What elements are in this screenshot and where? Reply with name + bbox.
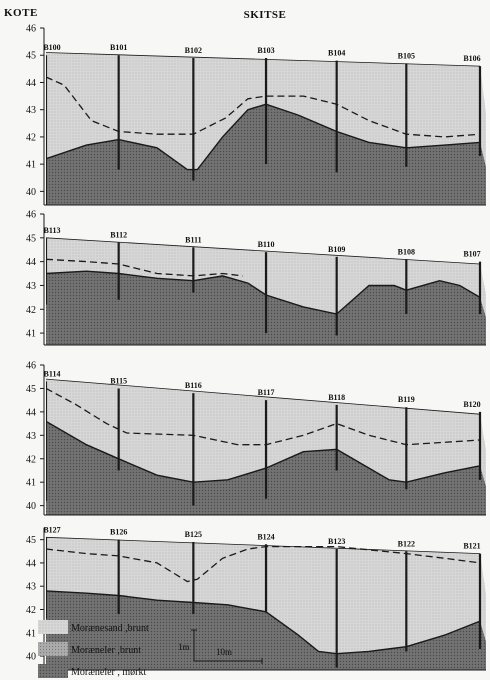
section-panel-3: 46 45 44 43 42 41 40 B114 B115 B116 B117 B118 B119 B1… [26, 361, 486, 516]
borehole-label: B118 [328, 393, 345, 402]
legend-swatch-dark-clay [38, 664, 68, 678]
y-tick-label: 43 [26, 582, 36, 593]
y-tick-label: 42 [26, 454, 36, 465]
ground-surface-line [46, 237, 481, 265]
legend-item-dark-clay: Moræneler , mørkt [38, 664, 146, 678]
borehole-label: B125 [185, 530, 202, 539]
section-panel-1: 46 45 44 43 42 41 40 B100 B101 B102 B103 B104 B105 B1… [26, 24, 486, 206]
y-tick-label: 45 [26, 384, 36, 395]
legend-item-brown-clay: Moræneler ,brunt [38, 642, 141, 656]
borehole-label: B123 [328, 537, 345, 546]
borehole-label: B103 [257, 46, 274, 55]
boundary-brown-dark [46, 103, 481, 171]
borehole-label: B119 [398, 395, 415, 404]
y-tick-label: 43 [26, 105, 36, 116]
boundary-brown-dark [46, 420, 481, 483]
legend-item-sand: Morænesand ,brunt [38, 620, 149, 634]
borehole-label: B100 [43, 43, 60, 52]
borehole-label: B117 [258, 388, 275, 397]
boundary-sand-clay [46, 76, 481, 138]
y-tick-label: 41 [26, 628, 36, 639]
borehole-label: B110 [258, 240, 275, 249]
legend: Morænesand ,brunt Moræneler ,brunt Moræn… [38, 620, 149, 678]
y-tick-label: 40 [26, 501, 36, 512]
borehole-label: B109 [328, 245, 345, 254]
section-panel-2: 46 45 44 43 42 41 B113 B112 B111 B110 B109 B108 B107 [26, 210, 486, 346]
y-tick-label: 41 [26, 160, 36, 171]
boundary-brown-dark [46, 590, 481, 655]
y-tick-label: 46 [26, 24, 36, 35]
y-tick-label: 41 [26, 478, 36, 489]
ground-surface-line [46, 378, 481, 415]
borehole-label: B107 [463, 250, 480, 259]
y-tick-label: 44 [26, 257, 36, 268]
boundary-brown-dark [46, 270, 481, 315]
y-tick-label: 43 [26, 431, 36, 442]
borehole-label: B105 [398, 51, 415, 60]
borehole-label: B101 [110, 43, 127, 52]
scale-horizontal-label: 10m [216, 647, 232, 657]
y-tick-label: 41 [26, 329, 36, 340]
y-tick-label: 45 [26, 233, 36, 244]
y-tick-label: 43 [26, 281, 36, 292]
y-tick-label: 42 [26, 605, 36, 616]
borehole-label: B114 [44, 369, 61, 378]
axis-title: KOTE [4, 7, 38, 19]
borehole-label: B102 [185, 46, 202, 55]
borehole-label: B116 [185, 381, 202, 390]
y-tick-label: 45 [26, 51, 36, 62]
legend-label-sand: Morænesand ,brunt [71, 623, 149, 634]
scale-vertical-label: 1m [178, 642, 190, 652]
borehole-label: B113 [44, 226, 61, 235]
borehole-label: B104 [328, 49, 345, 58]
borehole-label: B120 [463, 400, 480, 409]
y-tick-label: 42 [26, 132, 36, 143]
y-tick-label: 46 [26, 361, 36, 372]
layer-dark-clay [46, 590, 486, 670]
y-tick-label: 44 [26, 78, 36, 89]
sketch-title: SKITSE [244, 9, 287, 21]
boundary-sand-clay [46, 258, 243, 277]
ground-surface-line [46, 52, 481, 67]
legend-label-brown-clay: Moræneler ,brunt [71, 645, 141, 656]
y-tick-label: 40 [26, 652, 36, 663]
borehole-label: B124 [257, 532, 274, 541]
borehole-label: B106 [463, 54, 480, 63]
y-tick-label: 46 [26, 210, 36, 221]
y-tick-label: 40 [26, 187, 36, 198]
borehole-label: B111 [185, 235, 201, 244]
y-tick-label: 42 [26, 305, 36, 316]
legend-swatch-sand [38, 620, 68, 634]
y-tick-label: 44 [26, 407, 36, 418]
legend-swatch-brown-clay [38, 642, 68, 656]
scale-bar [191, 629, 263, 664]
borehole-label: B127 [43, 525, 60, 534]
borehole-label: B108 [398, 247, 415, 256]
borehole-label: B122 [398, 539, 415, 548]
legend-label-dark-clay: Moræneler , mørkt [71, 667, 146, 678]
cross-sections: 46 45 44 43 42 41 40 B100 B101 B102 B103 B104 B105 B1… [26, 24, 486, 671]
y-tick-label: 44 [26, 558, 36, 569]
borehole-label: B126 [110, 528, 127, 537]
borehole-label: B121 [463, 542, 480, 551]
y-tick-label: 45 [26, 535, 36, 546]
borehole-label: B112 [110, 231, 127, 240]
borehole-label: B115 [110, 376, 127, 385]
section-panel-4: 45 44 43 42 41 40 B127 B126 B125 B124 B123 B122 B121 [26, 525, 486, 671]
